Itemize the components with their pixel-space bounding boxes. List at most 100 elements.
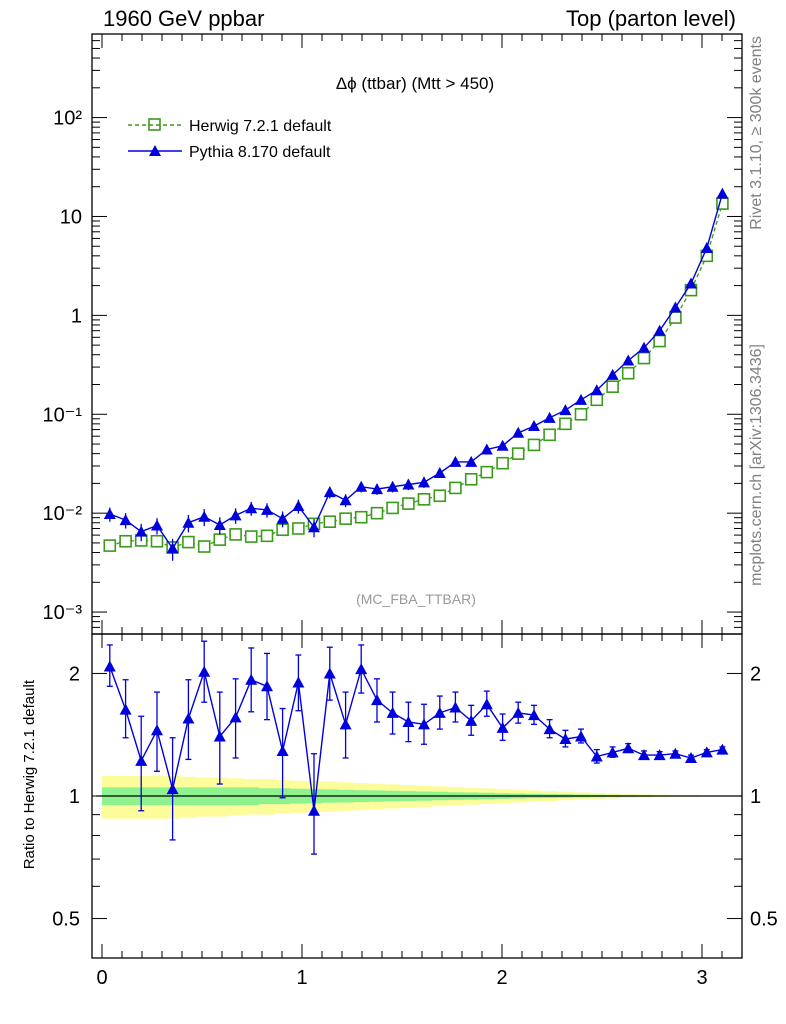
ratio-pythia-point — [418, 718, 430, 730]
y-tick-label: 10⁻³ — [43, 602, 83, 624]
y-tick-label: 10² — [53, 108, 82, 130]
pythia-point — [198, 510, 211, 522]
ratio-y-tick-label-right: 2 — [750, 663, 761, 685]
pythia-point — [276, 512, 289, 524]
ratio-pythia-point — [512, 706, 525, 718]
ratio-y-tick-label-right: 1 — [750, 786, 761, 808]
y-tick-label: 10⁻¹ — [43, 404, 83, 426]
legend: Herwig 7.2.1 default Pythia 8.170 defaul… — [128, 118, 332, 161]
ratio-pythia-point — [261, 680, 273, 692]
pythia-point — [575, 393, 587, 405]
ratio-pythia-point — [496, 721, 509, 733]
pythia-point — [229, 509, 242, 521]
pythia-point — [638, 341, 650, 353]
ratio-pythia-point — [575, 730, 587, 742]
ratio-pythia-point — [653, 749, 666, 761]
herwig-point — [527, 438, 541, 452]
pythia-point — [135, 525, 148, 537]
ratio-pythia-point — [371, 694, 383, 706]
herwig-point — [354, 510, 368, 524]
data-series — [96, 187, 742, 855]
pythia-point — [622, 354, 635, 366]
ratio-pythia-point — [590, 750, 603, 762]
pythia-point — [480, 443, 493, 455]
side-label-events: Rivet 3.1.10, ≥ 300k events — [748, 36, 765, 230]
x-tick-label: 3 — [696, 967, 707, 989]
pythia-point — [339, 494, 352, 506]
pythia-point — [669, 301, 682, 313]
ratio-pythia-point — [119, 703, 132, 715]
legend-pythia-marker — [149, 145, 161, 156]
herwig-point — [260, 529, 274, 543]
ratio-pythia-point — [700, 746, 713, 758]
ratio-pythia-point — [245, 673, 258, 685]
ratio-uncertainty-band — [101, 776, 731, 819]
herwig-point — [402, 497, 415, 510]
herwig-point — [606, 380, 619, 393]
herwig-point — [386, 501, 399, 515]
ratio-pythia-point — [480, 698, 493, 710]
pythia-point — [606, 368, 619, 380]
herwig-point — [370, 506, 384, 520]
pythia-point — [371, 483, 383, 495]
ratio-y-tick-label-left: 0.5 — [52, 909, 80, 931]
pythia-point — [103, 508, 116, 520]
herwig-point — [244, 530, 258, 543]
x-tick-label: 0 — [96, 967, 107, 989]
herwig-point — [621, 366, 635, 380]
pythia-point — [590, 384, 603, 396]
ratio-y-tick-label-left: 1 — [69, 786, 80, 808]
ratio-pythia-point — [543, 723, 556, 735]
herwig-point — [103, 539, 117, 552]
pythia-point — [465, 455, 478, 467]
ratio-pythia-point — [386, 706, 399, 718]
herwig-point — [339, 512, 352, 525]
ratio-pythia-point — [151, 724, 163, 736]
pythia-line — [109, 193, 724, 550]
pythia-point — [151, 519, 163, 531]
herwig-point — [559, 417, 572, 431]
pythia-point — [402, 478, 415, 490]
y-tick-label: 1 — [71, 305, 82, 327]
herwig-point — [433, 489, 447, 503]
herwig-point — [182, 535, 195, 549]
x-tick-label: 2 — [496, 967, 507, 989]
pythia-point — [355, 480, 368, 492]
ratio-pythia-point — [559, 733, 572, 745]
ratio-pythia-point — [716, 743, 729, 755]
pythia-point — [716, 187, 729, 199]
y-tick-label: 10⁻² — [43, 503, 83, 525]
pythia-point — [449, 455, 462, 467]
pythia-point — [433, 466, 446, 478]
pythia-point — [653, 324, 666, 336]
y-tick-label: 10 — [60, 206, 82, 228]
ratio-pythia-point — [606, 746, 619, 758]
pythia-point — [418, 476, 430, 488]
ratio-pythia-point — [402, 715, 415, 727]
herwig-point — [197, 540, 211, 553]
ratio-y-tick-label-left: 2 — [69, 663, 80, 685]
ratio-pythia-point — [528, 709, 540, 721]
ratio-pythia-point — [308, 804, 320, 816]
ratio-ylabel: Ratio to Herwig 7.2.1 default — [21, 679, 38, 869]
pythia-point — [323, 486, 336, 498]
pythia-point — [308, 521, 320, 533]
ratio-pythia-point — [213, 730, 226, 742]
pythia-point — [528, 420, 540, 432]
ratio-pythia-point — [685, 751, 697, 763]
herwig-point — [637, 351, 651, 365]
legend-pythia-label: Pythia 8.170 default — [189, 144, 331, 161]
herwig-point — [464, 472, 478, 486]
ratio-pythia-point — [622, 742, 635, 754]
ratio-pythia-point — [339, 718, 352, 730]
ratio-pythia-point — [229, 711, 242, 723]
pythia-point — [261, 503, 273, 515]
ratio-pythia-point — [166, 783, 179, 795]
herwig-point — [213, 533, 227, 546]
herwig-point — [543, 428, 556, 442]
ratio-pythia-point — [669, 747, 682, 759]
pythia-point — [559, 404, 572, 416]
pythia-point — [119, 514, 132, 526]
legend-herwig-marker — [148, 118, 161, 131]
